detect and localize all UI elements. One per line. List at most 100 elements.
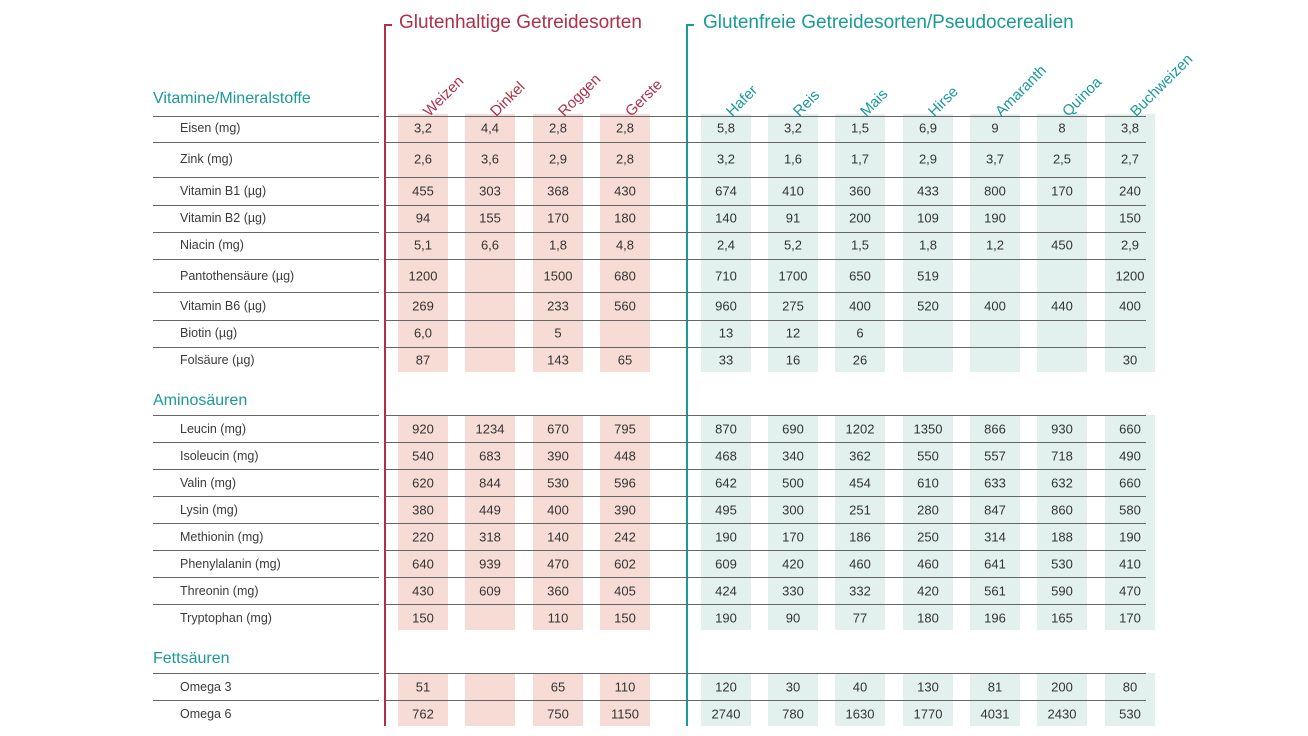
value-cell: 454	[849, 475, 871, 491]
row-rule	[153, 415, 379, 416]
group-divider-gluten	[384, 24, 386, 726]
row-rule	[153, 496, 379, 497]
value-cell: 2430	[1047, 706, 1077, 722]
value-cell: 190	[1119, 529, 1141, 545]
value-cell: 5,2	[783, 237, 803, 253]
row-rule	[386, 442, 1146, 443]
row-label: Niacin (mg)	[180, 238, 244, 252]
value-cell: 420	[917, 583, 939, 599]
value-cell: 233	[547, 298, 569, 314]
value-cell: 109	[917, 210, 939, 226]
value-cell: 332	[849, 583, 871, 599]
value-cell: 51	[415, 679, 431, 695]
column-stripe	[1105, 114, 1155, 726]
value-cell: 860	[1051, 502, 1073, 518]
value-cell: 242	[614, 529, 636, 545]
value-cell: 3,7	[985, 151, 1005, 167]
value-cell: 632	[1051, 475, 1073, 491]
value-cell: 65	[617, 352, 633, 368]
value-cell: 188	[1051, 529, 1073, 545]
value-cell: 2,8	[548, 120, 568, 136]
value-cell: 430	[412, 583, 434, 599]
value-cell: 3,6	[480, 151, 500, 167]
value-cell: 530	[1119, 706, 1141, 722]
value-cell: 26	[852, 352, 868, 368]
value-cell: 2,4	[716, 237, 736, 253]
column-stripe	[768, 114, 818, 726]
row-rule	[386, 320, 1146, 321]
row-rule	[153, 577, 379, 578]
column-stripe	[533, 114, 583, 726]
row-rule	[153, 292, 379, 293]
value-cell: 433	[917, 183, 939, 199]
value-cell: 596	[614, 475, 636, 491]
value-cell: 557	[984, 448, 1006, 464]
value-cell: 470	[547, 556, 569, 572]
value-cell: 519	[917, 268, 939, 284]
row-rule	[386, 673, 1146, 674]
value-cell: 610	[917, 475, 939, 491]
value-cell: 440	[1051, 298, 1073, 314]
row-rule	[386, 496, 1146, 497]
row-rule	[386, 292, 1146, 293]
column-stripe	[701, 114, 751, 726]
value-cell: 200	[1051, 679, 1073, 695]
row-rule	[386, 205, 1146, 206]
value-cell: 710	[715, 268, 737, 284]
value-cell: 530	[547, 475, 569, 491]
value-cell: 190	[715, 610, 737, 626]
value-cell: 641	[984, 556, 1006, 572]
value-cell: 750	[547, 706, 569, 722]
value-cell: 362	[849, 448, 871, 464]
value-cell: 500	[782, 475, 804, 491]
value-cell: 450	[1051, 237, 1073, 253]
row-rule	[386, 232, 1146, 233]
value-cell: 530	[1051, 556, 1073, 572]
value-cell: 1500	[543, 268, 573, 284]
value-cell: 275	[782, 298, 804, 314]
row-rule	[153, 604, 379, 605]
value-cell: 40	[852, 679, 868, 695]
value-cell: 2,5	[1052, 151, 1072, 167]
column-stripe	[398, 114, 448, 726]
value-cell: 920	[412, 421, 434, 437]
value-cell: 1234	[475, 421, 505, 437]
value-cell: 91	[785, 210, 801, 226]
row-rule	[386, 142, 1146, 143]
value-cell: 1202	[845, 421, 875, 437]
column-stripe	[465, 114, 515, 726]
value-cell: 2,6	[413, 151, 433, 167]
value-cell: 30	[785, 679, 801, 695]
column-header: Buchweizen	[1127, 50, 1197, 121]
value-cell: 410	[782, 183, 804, 199]
value-cell: 449	[479, 502, 501, 518]
value-cell: 3,2	[716, 151, 736, 167]
value-cell: 2,9	[548, 151, 568, 167]
row-rule	[386, 469, 1146, 470]
value-cell: 400	[984, 298, 1006, 314]
value-cell: 520	[917, 298, 939, 314]
row-label: Folsäure (µg)	[180, 353, 255, 367]
value-cell: 633	[984, 475, 1006, 491]
value-cell: 960	[715, 298, 737, 314]
value-cell: 90	[785, 610, 801, 626]
row-rule	[153, 177, 379, 178]
value-cell: 143	[547, 352, 569, 368]
value-cell: 410	[1119, 556, 1141, 572]
value-cell: 930	[1051, 421, 1073, 437]
value-cell: 9	[991, 120, 999, 136]
row-label: Isoleucin (mg)	[180, 449, 259, 463]
value-cell: 1700	[778, 268, 808, 284]
value-cell: 30	[1122, 352, 1138, 368]
group-bracket-gluten	[384, 24, 392, 26]
row-label: Methionin (mg)	[180, 530, 264, 544]
value-cell: 2,9	[918, 151, 938, 167]
value-cell: 5,8	[716, 120, 736, 136]
value-cell: 939	[479, 556, 501, 572]
value-cell: 1,5	[850, 237, 870, 253]
column-stripe	[835, 114, 885, 726]
value-cell: 1,7	[850, 151, 870, 167]
value-cell: 390	[614, 502, 636, 518]
value-cell: 2,8	[615, 151, 635, 167]
